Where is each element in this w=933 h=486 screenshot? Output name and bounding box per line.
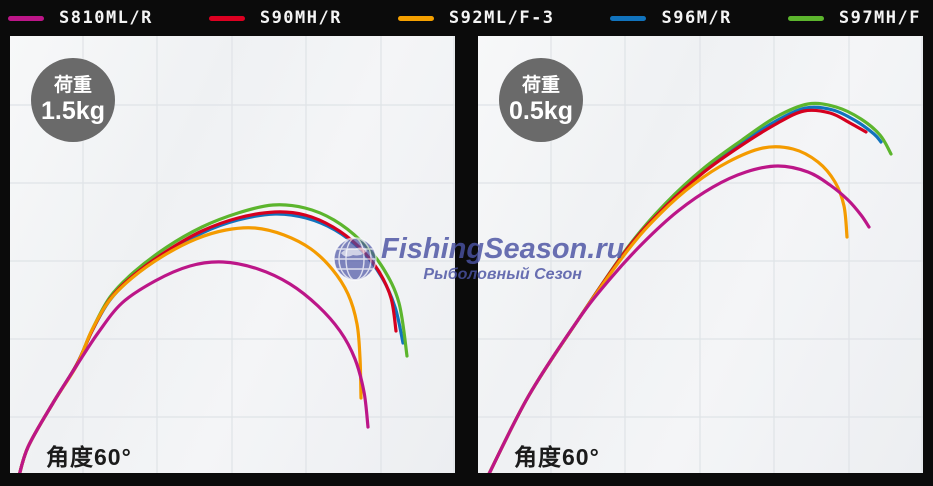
legend: S810ML/R S90MH/R S92ML/F-3 S96M/R S97MH/F: [0, 0, 933, 36]
legend-label: S90MH/R: [259, 8, 342, 28]
angle-label: 角度60°: [514, 444, 600, 470]
bend-curves-plot-0.5kg: [478, 36, 923, 473]
legend-label: S96M/R: [661, 8, 732, 28]
bend-curve-S810ML/R: [18, 260, 370, 473]
load-badge: 荷重 0.5kg: [499, 58, 583, 142]
bend-curve-S810ML/R: [487, 164, 871, 473]
legend-label: S810ML/R: [59, 8, 153, 28]
legend-swatch: [208, 15, 245, 21]
load-badge-label: 荷重: [521, 74, 560, 96]
load-badge: 荷重 1.5kg: [31, 58, 115, 142]
legend-item-S810ML/R: S810ML/R: [8, 8, 153, 28]
legend-swatch: [397, 15, 434, 21]
legend-item-S96M/R: S96M/R: [610, 8, 731, 28]
legend-label: S92ML/F-3: [448, 8, 555, 28]
legend-swatch: [8, 15, 44, 21]
legend-swatch: [787, 15, 824, 21]
legend-item-S92ML/F-3: S92ML/F-3: [397, 8, 555, 28]
legend-item-S97MH/F: S97MH/F: [787, 8, 921, 28]
bend-curve-S96M/R: [487, 105, 883, 473]
load-badge-label: 荷重: [53, 74, 92, 96]
legend-label: S97MH/F: [838, 8, 921, 28]
chart-panel-load-1.5kg: 荷重 1.5kg 角度60°: [10, 36, 455, 473]
load-badge-value: 0.5kg: [509, 96, 573, 125]
load-badge-value: 1.5kg: [41, 96, 105, 125]
bend-curve-S90MH/R: [18, 210, 398, 473]
angle-label: 角度60°: [46, 444, 132, 470]
bend-curve-S90MH/R: [487, 108, 868, 473]
legend-swatch: [610, 15, 647, 21]
legend-item-S90MH/R: S90MH/R: [208, 8, 342, 28]
bend-curve-S92ML/F-3: [487, 145, 849, 473]
chart-panel-load-0.5kg: 荷重 0.5kg 角度60°: [478, 36, 923, 473]
bend-curve-S96M/R: [18, 212, 405, 473]
